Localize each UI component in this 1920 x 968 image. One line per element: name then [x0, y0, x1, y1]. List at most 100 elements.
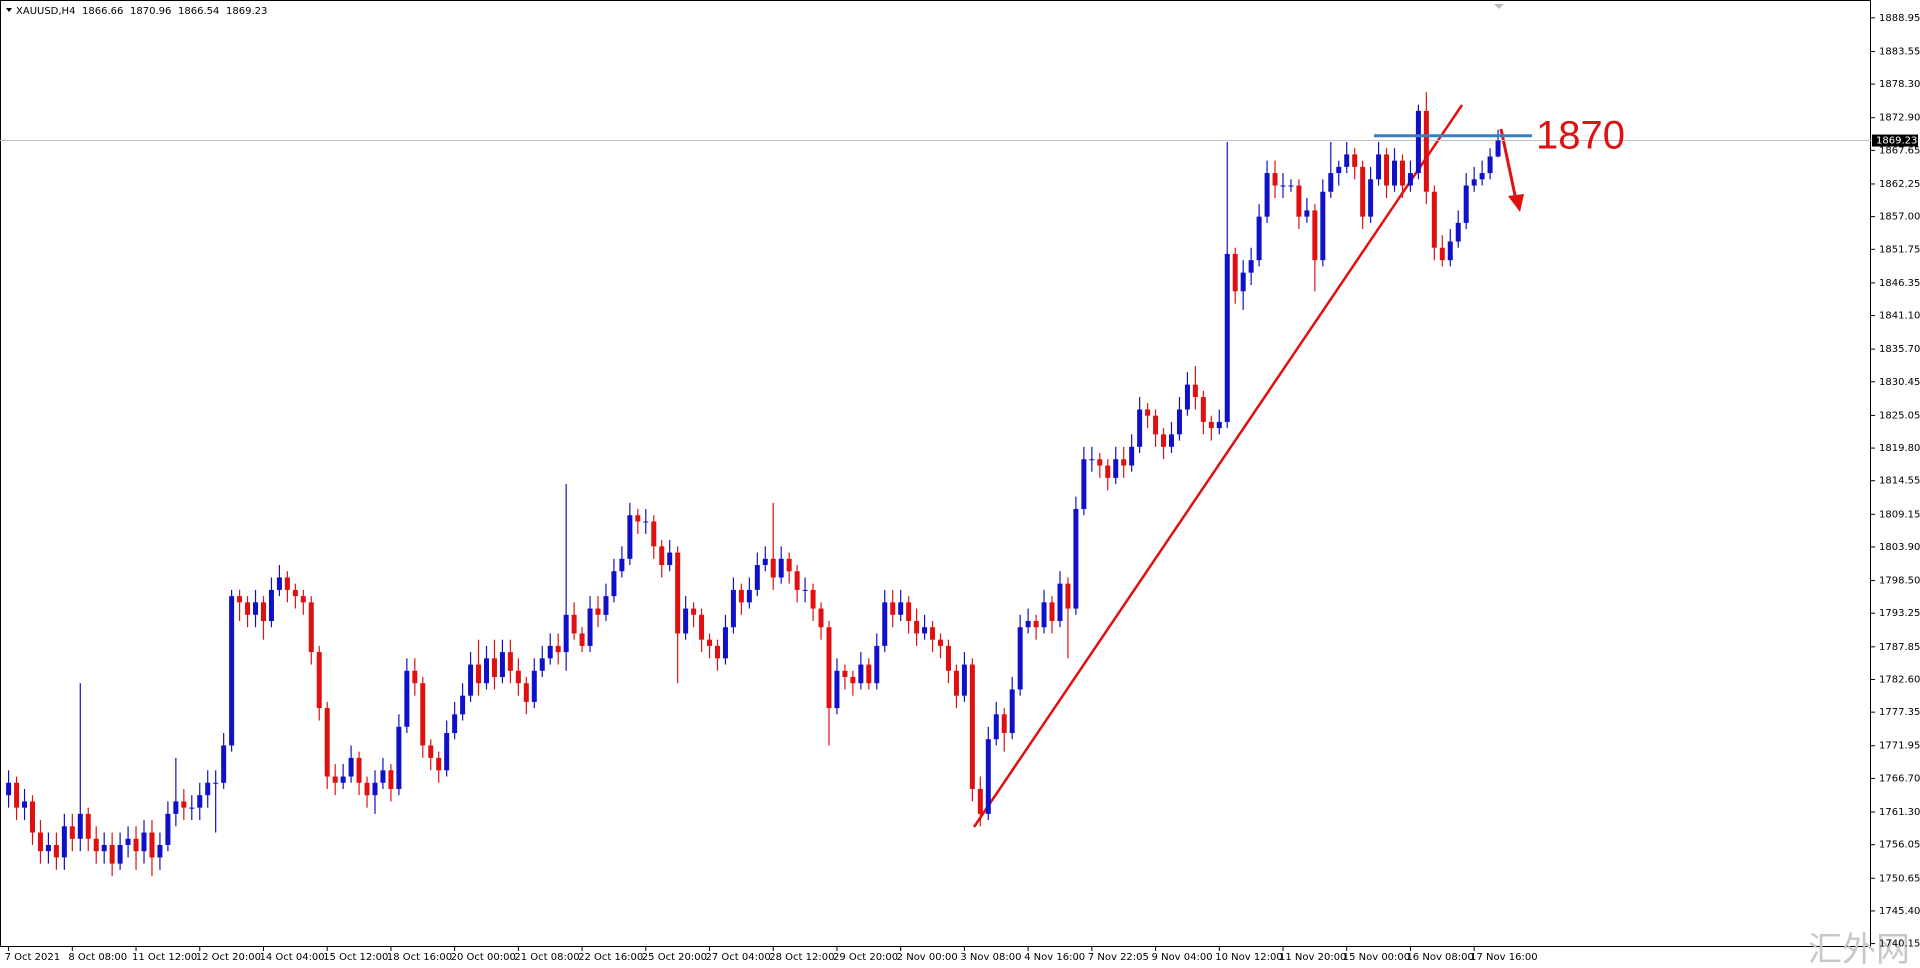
candle-body [1216, 421, 1222, 429]
candle-body [977, 788, 983, 814]
candle-body [794, 571, 800, 590]
shift-marker [1494, 4, 1504, 9]
x-tick-label: 11 Nov 20:00 [1279, 952, 1346, 963]
x-tick-label: 25 Oct 20:00 [642, 952, 707, 963]
candle-body [1384, 154, 1390, 186]
candle-body [1025, 621, 1031, 628]
candle-body [117, 844, 123, 864]
candle-body [1081, 459, 1087, 510]
y-tick-label: 1740.15 [1879, 939, 1920, 950]
y-tick-label: 1872.90 [1879, 113, 1920, 124]
candle-body [268, 589, 274, 622]
x-tick-label: 10 Nov 12:00 [1215, 952, 1282, 963]
candle-body [714, 645, 720, 659]
candle-body [484, 658, 489, 684]
y-tick-label: 1846.35 [1879, 278, 1920, 289]
candle-body [245, 602, 251, 615]
y-tick-label: 1771.95 [1879, 741, 1920, 752]
candle-body [1097, 459, 1103, 466]
candle-body [1240, 272, 1246, 292]
candle-body [300, 596, 306, 603]
candle-body [1280, 185, 1286, 187]
candle-body [1288, 185, 1294, 187]
candle-body [1344, 154, 1350, 167]
candle-body [1328, 173, 1334, 192]
y-tick-label: 1835.70 [1879, 344, 1920, 355]
menu-arrow [6, 8, 12, 12]
candle-body [356, 757, 362, 783]
y-tick-label: 1888.95 [1879, 13, 1920, 24]
candle-body [961, 664, 967, 696]
candle-body [22, 801, 28, 808]
candle-body [133, 838, 139, 852]
y-tick-label: 1825.05 [1879, 410, 1920, 421]
watermark: 汇外网 [1808, 930, 1910, 968]
candle-body [1407, 173, 1413, 186]
candle-body [1145, 409, 1151, 416]
header-open: 1866.66 [82, 6, 123, 17]
candle-body [324, 708, 330, 777]
candle-body [643, 521, 649, 523]
candle-body [428, 745, 434, 758]
trend-line [972, 104, 1464, 828]
candle-body [1312, 210, 1318, 261]
candle-body [29, 801, 35, 833]
arrow-head [1508, 194, 1524, 212]
candle-body [460, 695, 466, 715]
candle-body [444, 732, 450, 771]
candle-body [547, 645, 553, 659]
price-tag-label: 1869.23 [1876, 136, 1917, 147]
candle-body [722, 627, 728, 659]
candle-body [882, 602, 888, 646]
candle-body [284, 577, 290, 590]
header-close: 1869.23 [226, 6, 267, 17]
candle-body [308, 602, 314, 653]
y-tick-label: 1777.35 [1879, 707, 1920, 718]
candle-body [197, 795, 203, 808]
candle-body [1001, 714, 1007, 733]
candle-body [189, 807, 195, 809]
candle-body [1296, 185, 1302, 217]
y-tick-label: 1819.80 [1879, 443, 1920, 454]
candle-body [205, 782, 211, 796]
candle-body [1447, 241, 1453, 261]
candle-body [507, 652, 513, 671]
x-tick-label: 17 Nov 16:00 [1470, 952, 1537, 963]
x-tick-label: 16 Nov 08:00 [1406, 952, 1473, 963]
candle-body [985, 739, 991, 814]
candle-body [571, 614, 577, 634]
candle-body [826, 627, 832, 709]
y-tick-label: 1867.65 [1879, 145, 1920, 156]
candle-body [906, 602, 912, 622]
y-tick-label: 1782.60 [1879, 674, 1920, 685]
header-low: 1866.54 [178, 6, 219, 17]
y-tick-label: 1798.50 [1879, 576, 1920, 587]
plot-frame [0, 0, 1871, 947]
candle-body [340, 776, 346, 783]
candle-body [1017, 627, 1023, 690]
candle-body [1208, 421, 1214, 429]
candle-body [850, 677, 856, 684]
candle-body [1352, 154, 1358, 167]
candle-body [181, 801, 187, 808]
candle-body [1041, 602, 1047, 628]
candle-body [173, 801, 179, 814]
candle-body [595, 608, 601, 615]
candle-body [37, 832, 43, 852]
candle-body [834, 670, 840, 709]
candle-body [476, 664, 482, 684]
candle-body [1415, 110, 1421, 174]
candle-body [945, 645, 951, 671]
y-tick-label: 1793.25 [1879, 608, 1920, 619]
y-tick-label: 1787.85 [1879, 642, 1920, 653]
y-tick-label: 1851.75 [1879, 244, 1920, 255]
x-tick-label: 8 Oct 08:00 [68, 952, 127, 963]
x-tick-label: 14 Oct 04:00 [259, 952, 324, 963]
candle-body [388, 770, 394, 789]
x-tick-label: 9 Nov 04:00 [1152, 952, 1213, 963]
candle-body [730, 589, 736, 628]
candle-body [157, 844, 163, 858]
candle-body [1184, 384, 1190, 410]
candle-body [6, 782, 12, 796]
